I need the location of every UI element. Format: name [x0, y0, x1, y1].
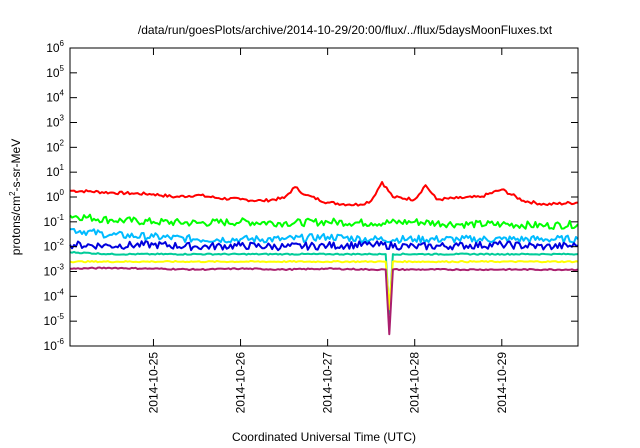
x-tick-label: 2014-10-26	[234, 352, 248, 414]
x-tick-label: 2014-10-25	[146, 352, 160, 414]
series-line-4	[69, 250, 579, 315]
y-axis-label-suffix: -s-sr-MeV	[9, 139, 23, 192]
y-axis-label-prefix: protons/cm	[9, 196, 23, 255]
y-tick-label: 106	[46, 39, 64, 55]
series-layer	[69, 181, 579, 336]
y-tick-label: 10-3	[44, 263, 65, 279]
y-tick-label: 10-4	[44, 287, 65, 303]
plot-frame	[69, 47, 579, 347]
chart-title: /data/run/goesPlots/archive/2014-10-29/2…	[138, 23, 553, 37]
series-line-1	[69, 213, 579, 230]
y-tick-label: 10-1	[44, 213, 65, 229]
series-line-3	[69, 240, 579, 252]
y-tick-label: 101	[46, 163, 64, 179]
y-axis-label: protons/cm2-s-sr-MeV	[8, 139, 23, 255]
y-tick-label: 10-2	[44, 238, 65, 254]
y-tick-label: 105	[46, 64, 64, 80]
y-tick-label: 10-5	[44, 312, 65, 328]
x-tick-label: 2014-10-29	[495, 352, 509, 414]
series-line-6	[69, 266, 579, 336]
x-axis: 2014-10-25 2014-10-26 2014-10-27 2014-10-28…	[146, 48, 509, 414]
y-tick-label: 103	[46, 114, 64, 130]
y-tick-label: 100	[46, 188, 64, 204]
x-tick-label: 2014-10-28	[408, 352, 422, 414]
series-line-0	[69, 181, 579, 207]
y-tick-label: 10-6	[44, 337, 65, 353]
series-line-5	[69, 260, 579, 311]
series-line-2	[69, 228, 579, 244]
y-axis-label-sup: 2	[8, 191, 17, 196]
y-tick-label: 102	[46, 138, 64, 154]
y-axis: 10-6 10-5 10-4 10-3 10-2 10-1 100 101 102 103 104 1…	[44, 39, 578, 353]
x-axis-label: Coordinated Universal Time (UTC)	[232, 430, 416, 444]
y-tick-label: 104	[46, 89, 64, 105]
x-tick-label: 2014-10-27	[321, 352, 335, 414]
